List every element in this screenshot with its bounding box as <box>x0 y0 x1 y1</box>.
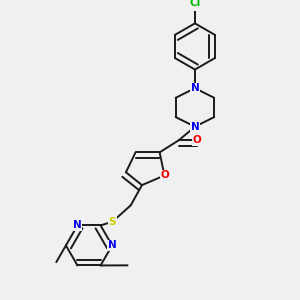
Text: O: O <box>160 170 169 181</box>
Text: N: N <box>73 220 82 230</box>
Text: N: N <box>108 240 116 250</box>
Text: N: N <box>190 83 199 93</box>
Text: O: O <box>192 135 201 145</box>
Text: N: N <box>190 122 199 132</box>
Text: Cl: Cl <box>189 0 201 8</box>
Text: S: S <box>109 217 116 227</box>
